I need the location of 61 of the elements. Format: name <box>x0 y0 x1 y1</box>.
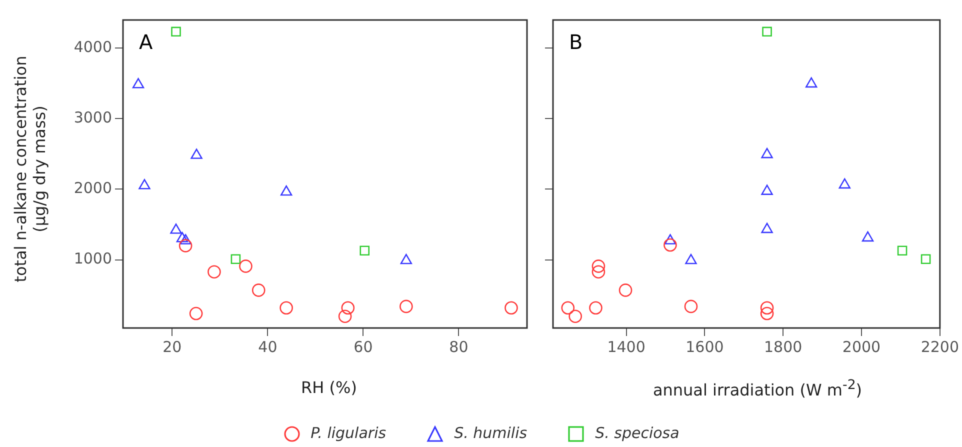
point <box>176 232 188 242</box>
point <box>341 301 355 315</box>
x-tick-label: 2200 <box>920 338 960 356</box>
point <box>862 231 874 242</box>
point <box>684 300 698 314</box>
point <box>618 284 632 297</box>
point <box>920 254 931 264</box>
point <box>592 260 606 273</box>
point <box>589 301 602 315</box>
point <box>561 301 575 315</box>
x-axis-title: RH (%) <box>301 378 357 397</box>
point <box>132 78 144 88</box>
x-tick-label: 1800 <box>764 338 802 356</box>
x-tick-label: 1400 <box>607 338 646 356</box>
point <box>592 265 606 278</box>
point <box>280 301 293 315</box>
point <box>252 284 266 297</box>
point <box>189 306 203 320</box>
point <box>400 254 412 264</box>
legend-label: S. speciosa <box>595 424 680 442</box>
point <box>208 265 221 278</box>
point <box>838 178 850 189</box>
y-tick-label: 1000 <box>74 250 112 268</box>
point <box>664 238 677 252</box>
y-tick-label: 3000 <box>74 108 112 126</box>
point <box>360 246 370 256</box>
point <box>170 224 182 234</box>
point <box>805 77 818 88</box>
point <box>400 300 413 314</box>
legend-label: S. humilis <box>454 424 528 442</box>
point <box>761 184 773 195</box>
point <box>239 260 252 273</box>
x-tick-label: 1600 <box>686 338 724 356</box>
point <box>664 234 676 244</box>
y-tick-label: 2000 <box>74 179 112 198</box>
point <box>761 148 773 158</box>
y-axis-title: total n-alkane concentration (µg/g dry mass) <box>11 54 49 284</box>
point <box>230 254 241 264</box>
legend-label: P. ligularis <box>310 424 386 442</box>
point <box>761 222 773 234</box>
point <box>138 179 150 190</box>
point <box>180 234 192 244</box>
point <box>897 246 908 256</box>
point <box>760 301 774 315</box>
point <box>568 310 582 323</box>
x-axis-title: annual irradiation (W m$^{-2}$) <box>652 378 862 400</box>
x-tick-label: 60 <box>354 338 373 356</box>
x-tick-label: 20 <box>162 338 182 356</box>
point <box>504 301 518 315</box>
point <box>178 239 192 252</box>
x-tick-label: 40 <box>258 338 278 356</box>
text: A <box>139 30 153 54</box>
point <box>280 185 292 196</box>
text: B <box>569 30 583 54</box>
x-tick-label: 80 <box>449 338 468 356</box>
point <box>190 148 202 159</box>
y-tick-label: 4000 <box>74 38 112 56</box>
point <box>338 310 352 323</box>
point <box>685 254 697 264</box>
x-tick-label: 2000 <box>842 338 881 356</box>
point <box>760 306 774 320</box>
